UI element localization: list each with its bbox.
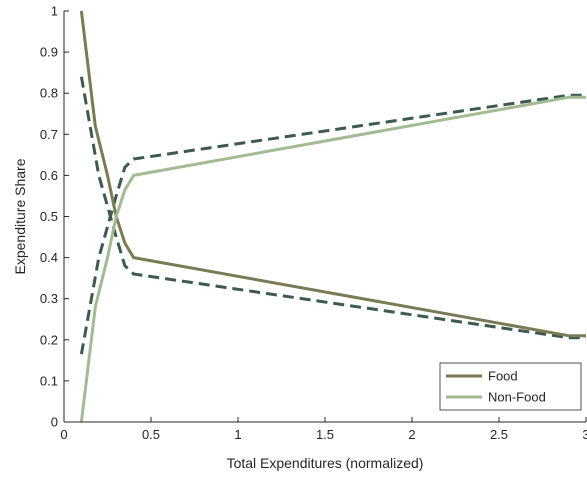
x-tick-label: 2.5 bbox=[490, 427, 508, 442]
x-tick-label: 2 bbox=[408, 427, 415, 442]
y-tick-label: 0.9 bbox=[40, 45, 58, 60]
y-tick-label: 1 bbox=[51, 4, 58, 19]
y-tick-label: 0.7 bbox=[40, 127, 58, 142]
legend: Food Non-Food bbox=[439, 362, 582, 411]
legend-label-food: Food bbox=[488, 369, 518, 384]
x-axis-title: Total Expenditures (normalized) bbox=[227, 455, 424, 471]
y-tick-label: 0.8 bbox=[40, 86, 58, 101]
y-tick-label: 0.5 bbox=[40, 209, 58, 224]
y-tick-label: 0.1 bbox=[40, 373, 58, 388]
axes bbox=[63, 11, 586, 423]
x-tick-label: 0 bbox=[60, 427, 67, 442]
series-line-dashed-2 bbox=[79, 76, 586, 340]
y-tick-label: 0.4 bbox=[40, 250, 58, 265]
y-tick-label: 0 bbox=[51, 415, 58, 430]
x-tick-label: 1 bbox=[234, 427, 241, 442]
ticks: 0 0.5 1 1.5 2 2.5 3 0 0.1 0.2 0.3 0.4 0.5 0.6 0.7 0.8 0.… bbox=[40, 4, 587, 443]
x-tick-label: 1.5 bbox=[316, 427, 334, 442]
series-line-non-food bbox=[79, 95, 586, 423]
legend-label-non-food: Non-Food bbox=[488, 390, 546, 405]
y-tick-label: 0.3 bbox=[40, 291, 58, 306]
plot-area bbox=[79, 10, 586, 423]
x-tick-label: 3 bbox=[582, 427, 587, 442]
series-line-dashed-3 bbox=[79, 93, 586, 355]
legend-box bbox=[439, 362, 582, 411]
y-tick-label: 0.6 bbox=[40, 168, 58, 183]
x-tick-label: 0.5 bbox=[142, 427, 160, 442]
y-axis-title: Expenditure Share bbox=[12, 158, 28, 274]
y-tick-label: 0.2 bbox=[40, 332, 58, 347]
series-line-food bbox=[79, 10, 586, 338]
